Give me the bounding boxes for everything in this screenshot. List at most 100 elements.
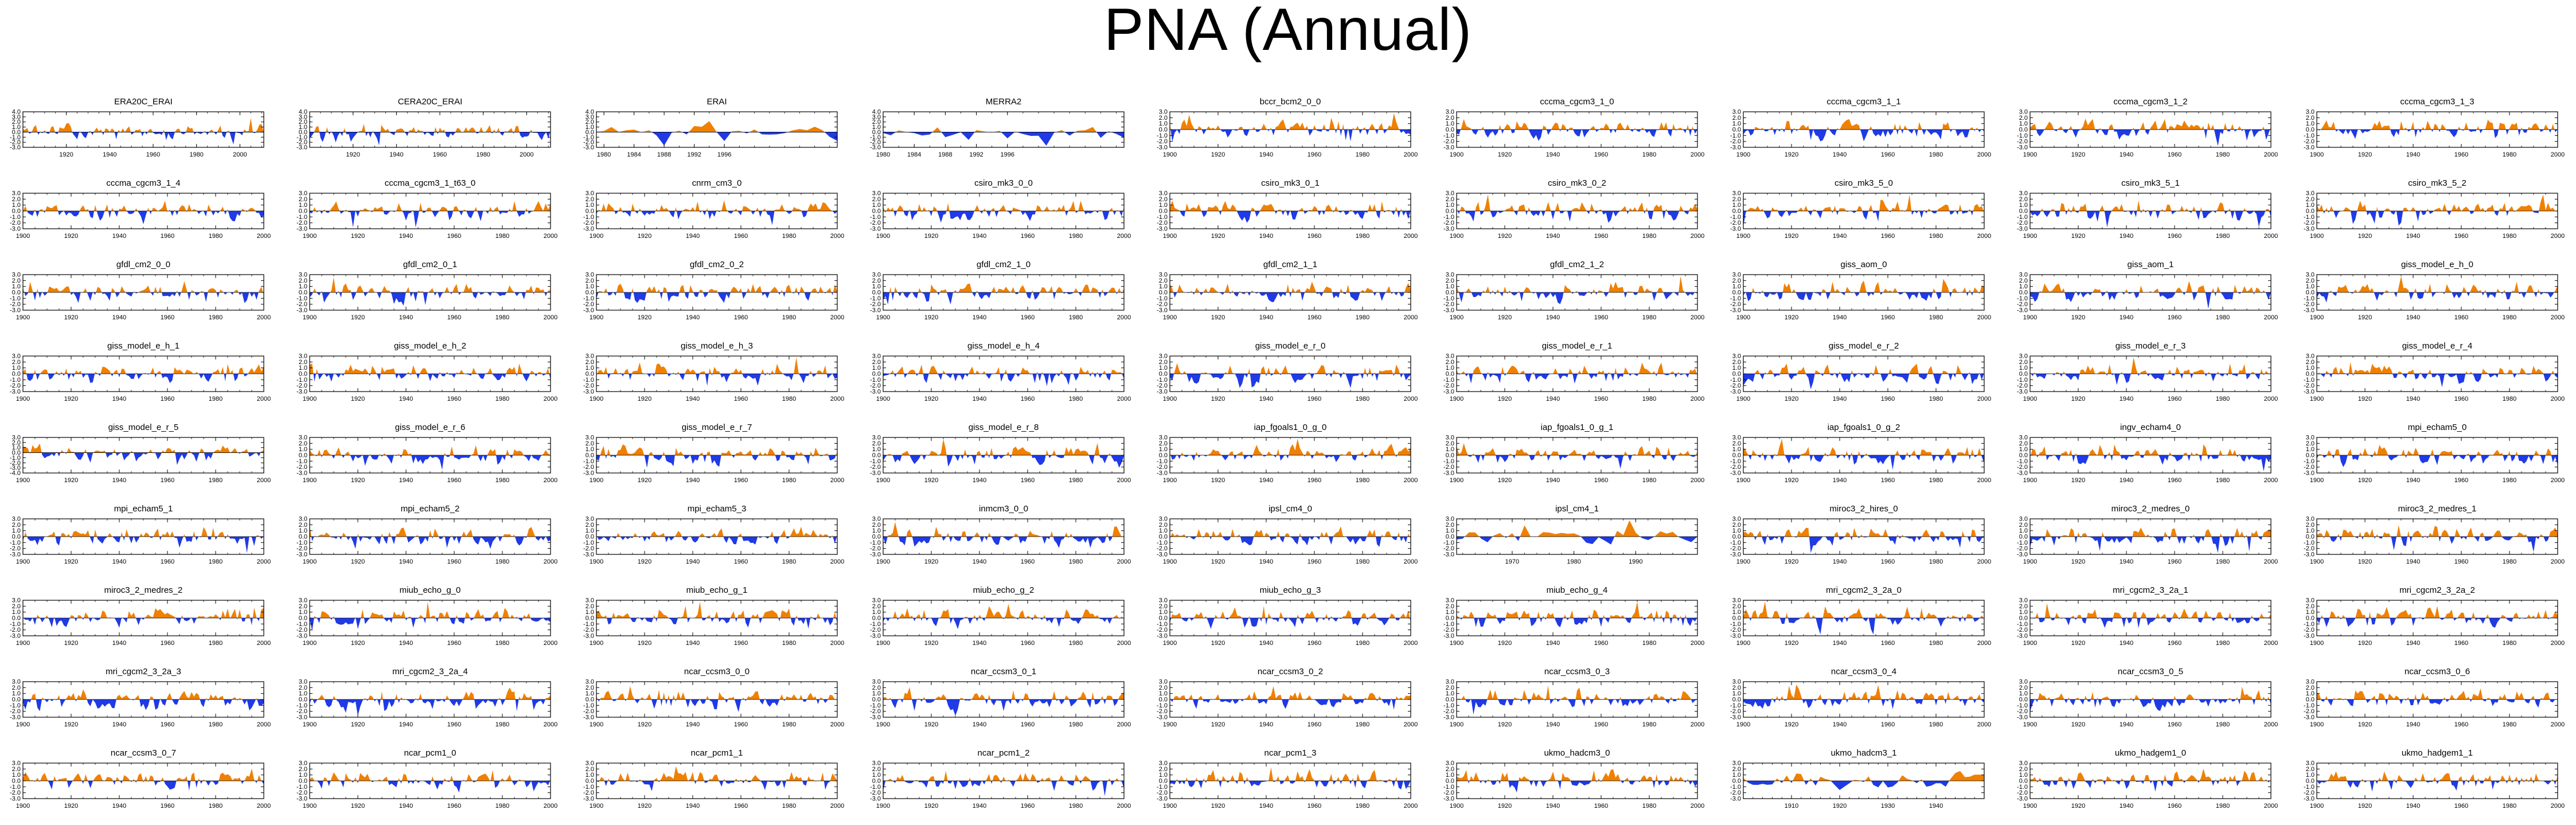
negative-anomaly-area	[2328, 211, 2330, 213]
positive-anomaly-area	[368, 695, 374, 699]
negative-anomaly-area	[1573, 618, 1588, 625]
negative-anomaly-area	[2222, 537, 2230, 546]
positive-anomaly-area	[1889, 697, 1891, 699]
panel-title: giss_model_e_h_0	[2401, 260, 2473, 269]
positive-anomaly-area	[1368, 204, 1376, 211]
positive-anomaly-area	[364, 698, 366, 699]
positive-anomaly-area	[1859, 280, 1867, 292]
positive-anomaly-area	[978, 615, 982, 618]
positive-anomaly-area	[2137, 200, 2141, 211]
negative-anomaly-area	[2390, 130, 2400, 138]
negative-anomaly-area	[1566, 211, 1572, 222]
positive-anomaly-area	[1036, 371, 1038, 374]
y-tick-label: -1.0	[296, 702, 307, 709]
x-tick-label: 1920	[1498, 233, 1512, 240]
positive-anomaly-area	[2251, 530, 2259, 537]
positive-anomaly-area	[343, 128, 346, 132]
negative-anomaly-area	[2349, 292, 2354, 294]
positive-anomaly-area	[1561, 772, 1571, 781]
chart-panel: csiro_mk3_0_2 -3.0 -2.0 -1.0 0.0 1.0 2.0 3.0 190…	[1443, 178, 1704, 243]
positive-anomaly-area	[1176, 454, 1178, 455]
x-tick-label: 1920	[2358, 477, 2372, 484]
negative-anomaly-area	[2080, 537, 2082, 538]
chart-panel: CERA20C_ERAI -3.0 -2.0 -1.0 0.0 1.0 2.0 3.0 4.0 1…	[296, 97, 551, 161]
x-tick-label: 2000	[1977, 558, 1991, 565]
positive-anomaly-area	[23, 206, 28, 211]
panel-title: gfdl_cm2_1_1	[1263, 260, 1318, 269]
y-tick-label: 2.0	[2019, 603, 2028, 610]
x-tick-label: 2000	[1977, 314, 1991, 321]
negative-anomaly-area	[1546, 130, 1552, 135]
positive-anomaly-area	[939, 289, 947, 292]
positive-anomaly-area	[2230, 124, 2234, 130]
positive-anomaly-area	[332, 616, 335, 618]
positive-anomaly-area	[1389, 613, 1396, 618]
positive-anomaly-area	[2257, 776, 2263, 781]
positive-anomaly-area	[833, 612, 836, 618]
positive-anomaly-area	[1258, 616, 1260, 618]
negative-anomaly-area	[2064, 292, 2075, 302]
positive-anomaly-area	[2397, 276, 2409, 292]
positive-anomaly-area	[883, 206, 885, 211]
negative-anomaly-area	[1586, 211, 1590, 214]
positive-anomaly-area	[2146, 209, 2149, 211]
positive-anomaly-area	[810, 288, 818, 292]
negative-anomaly-area	[89, 537, 94, 544]
y-tick-label: 0.0	[872, 778, 881, 785]
negative-anomaly-area	[27, 211, 34, 216]
negative-anomaly-area	[1380, 455, 1383, 460]
negative-anomaly-area	[1814, 292, 1822, 296]
positive-anomaly-area	[1472, 453, 1475, 455]
negative-anomaly-area	[1629, 374, 1632, 376]
positive-anomaly-area	[1367, 529, 1376, 537]
positive-anomaly-area	[2515, 451, 2518, 455]
y-tick-label: -2.0	[1730, 138, 1741, 145]
y-tick-label: -1.0	[1443, 132, 1454, 139]
y-tick-label: -2.0	[1443, 627, 1454, 634]
negative-anomaly-area	[2121, 618, 2126, 628]
x-tick-label: 1940	[2120, 803, 2133, 810]
positive-anomaly-area	[61, 533, 71, 537]
negative-anomaly-area	[256, 618, 260, 621]
negative-anomaly-area	[1498, 699, 1507, 706]
negative-anomaly-area	[2055, 455, 2061, 462]
positive-anomaly-area	[770, 370, 775, 374]
negative-anomaly-area	[2474, 618, 2486, 624]
positive-anomaly-area	[130, 451, 134, 453]
positive-anomaly-area	[2075, 698, 2080, 699]
positive-anomaly-area	[672, 695, 676, 699]
positive-anomaly-area	[147, 128, 153, 132]
negative-anomaly-area	[2050, 699, 2054, 707]
negative-anomaly-area	[1810, 618, 1812, 619]
negative-anomaly-area	[949, 618, 953, 624]
x-tick-label: 1900	[876, 803, 890, 810]
x-tick-label: 1960	[1881, 640, 1895, 647]
negative-anomaly-area	[970, 781, 982, 787]
positive-anomaly-area	[1341, 693, 1353, 699]
negative-anomaly-area	[2505, 781, 2508, 784]
positive-anomaly-area	[708, 288, 718, 292]
positive-anomaly-area	[1879, 200, 1890, 211]
x-tick-label: 1960	[161, 640, 174, 647]
x-tick-label: 2000	[1117, 640, 1131, 647]
negative-anomaly-area	[175, 211, 179, 216]
positive-anomaly-area	[42, 697, 45, 699]
negative-anomaly-area	[1544, 699, 1546, 701]
x-tick-label: 1940	[1259, 396, 1273, 402]
positive-anomaly-area	[1515, 121, 1529, 130]
panel-title: ncar_ccsm3_0_5	[2117, 667, 2184, 677]
positive-anomaly-area	[2190, 611, 2198, 618]
negative-anomaly-area	[1508, 781, 1519, 793]
negative-anomaly-area	[409, 374, 412, 376]
y-tick-label: -2.0	[1157, 789, 1168, 796]
positive-anomaly-area	[1480, 453, 1481, 455]
chart-panel: cccma_cgcm3_1_1 -3.0 -2.0 -1.0 0.0 1.0 2.0 3.0 1…	[1730, 97, 1991, 161]
positive-anomaly-area	[2060, 203, 2066, 211]
negative-anomaly-area	[1320, 781, 1329, 787]
positive-anomaly-area	[2185, 694, 2195, 699]
positive-anomaly-area	[1812, 209, 1817, 211]
chart-panel: miroc3_2_medres_1 -3.0 -2.0 -1.0 0.0 1.0 2.0 3.…	[2304, 504, 2565, 568]
negative-anomaly-area	[27, 537, 45, 545]
